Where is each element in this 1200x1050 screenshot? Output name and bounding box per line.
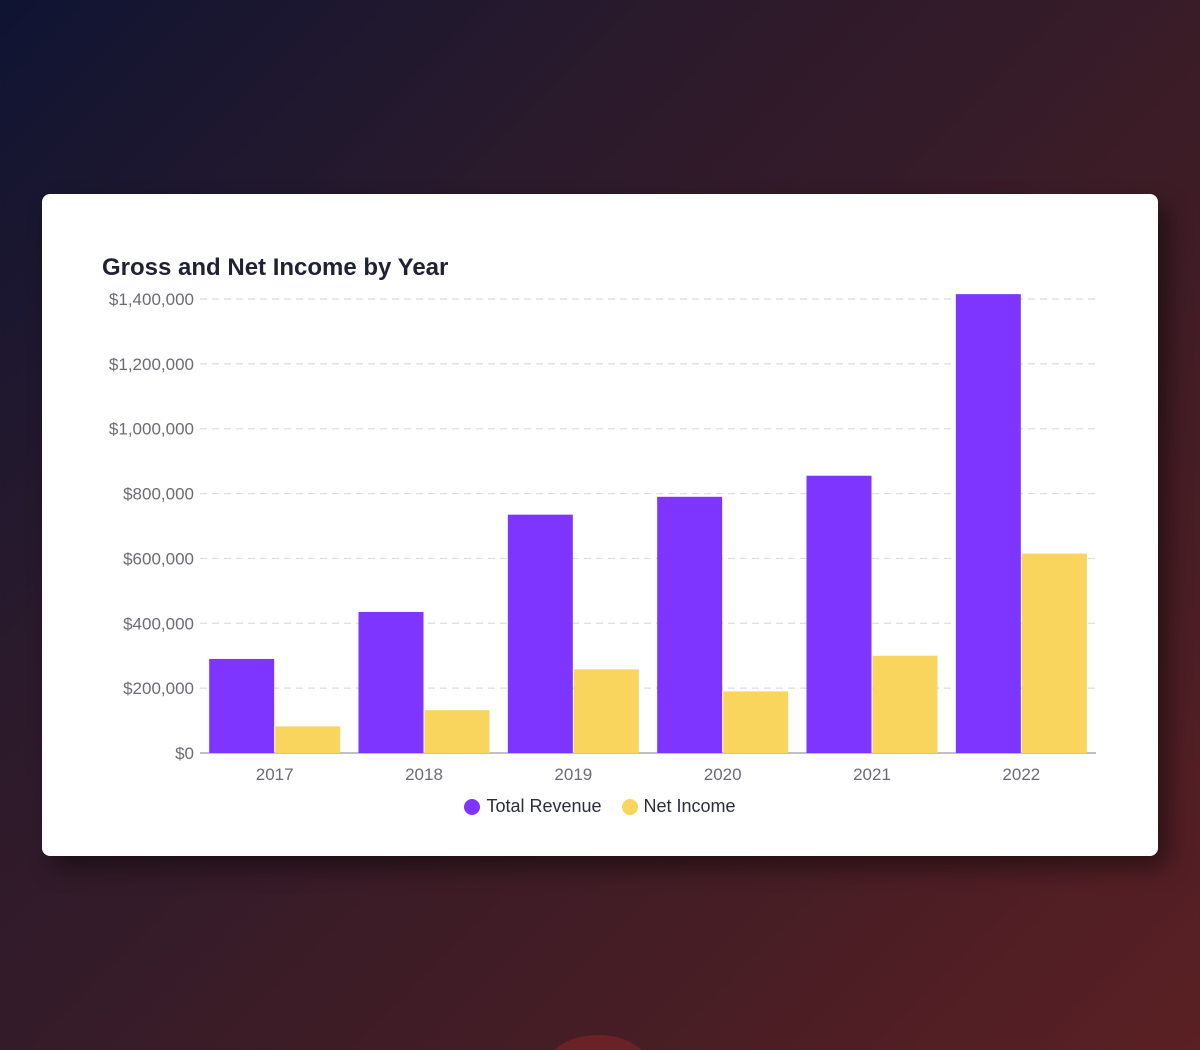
chart-title: Gross and Net Income by Year [102, 254, 449, 281]
x-tick-label: 2019 [554, 765, 592, 784]
y-tick-label: $400,000 [123, 614, 194, 633]
legend-label: Net Income [643, 796, 736, 816]
bar-net-income-2021 [872, 655, 938, 753]
bar-net-income-2022 [1021, 553, 1087, 753]
bar-net-income-2017 [275, 726, 341, 753]
y-tick-label: $0 [175, 744, 194, 763]
y-tick-label: $800,000 [123, 485, 194, 504]
legend-item[interactable]: Net Income [621, 796, 736, 817]
x-tick-label: 2018 [405, 765, 443, 784]
bar-total-revenue-2021 [806, 475, 872, 753]
bar-net-income-2019 [573, 669, 639, 753]
legend-dot-icon [464, 798, 481, 815]
x-tick-label: 2022 [1002, 765, 1040, 784]
x-tick-label: 2017 [256, 765, 294, 784]
bar-total-revenue-2019 [507, 514, 573, 753]
bar-net-income-2018 [424, 710, 490, 753]
bar-total-revenue-2018 [358, 611, 424, 753]
bar-total-revenue-2020 [657, 496, 723, 753]
y-tick-label: $200,000 [123, 679, 194, 698]
bar-total-revenue-2017 [209, 658, 275, 753]
chart-legend: Total Revenue Net Income [42, 796, 1158, 817]
bar-net-income-2020 [723, 691, 789, 753]
y-tick-label: $1,200,000 [109, 355, 194, 374]
bar-chart: $0 $200,000 $400,000 $600,000 $800,000 $1,000… [109, 290, 1096, 784]
chart-card: Gross and Net Income by Year $0 $200,000 $… [42, 194, 1158, 856]
background-blob [548, 1035, 648, 1050]
legend-label: Total Revenue [486, 796, 602, 816]
x-tick-label: 2021 [853, 765, 891, 784]
y-tick-label: $600,000 [123, 549, 194, 568]
y-tick-label: $1,400,000 [109, 290, 194, 309]
x-tick-label: 2020 [704, 765, 742, 784]
legend-item[interactable]: Total Revenue [464, 796, 602, 817]
legend-dot-icon [621, 798, 638, 815]
bar-total-revenue-2022 [955, 294, 1021, 753]
y-tick-label: $1,000,000 [109, 420, 194, 439]
